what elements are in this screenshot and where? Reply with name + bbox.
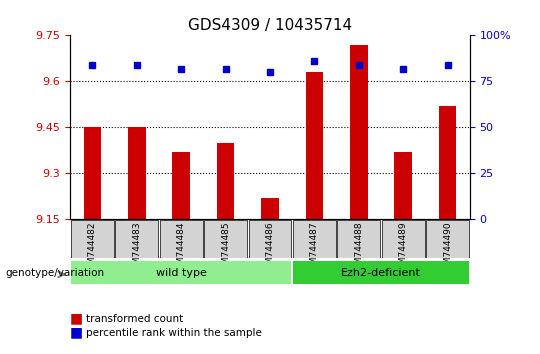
Text: GSM744490: GSM744490	[443, 222, 452, 276]
FancyBboxPatch shape	[293, 261, 469, 284]
FancyBboxPatch shape	[293, 220, 336, 258]
Text: GSM744488: GSM744488	[354, 222, 363, 276]
FancyBboxPatch shape	[204, 220, 247, 258]
Text: percentile rank within the sample: percentile rank within the sample	[86, 328, 262, 338]
Text: GSM744489: GSM744489	[399, 222, 408, 276]
FancyBboxPatch shape	[71, 261, 292, 284]
Title: GDS4309 / 10435714: GDS4309 / 10435714	[188, 18, 352, 33]
Text: ■: ■	[70, 312, 83, 326]
FancyBboxPatch shape	[382, 220, 424, 258]
Text: GSM744484: GSM744484	[177, 222, 186, 276]
Text: GSM744487: GSM744487	[310, 222, 319, 276]
Bar	[84, 127, 102, 219]
Bar	[306, 72, 323, 219]
Bar	[261, 198, 279, 219]
Bar	[394, 152, 412, 219]
Text: GSM744482: GSM744482	[88, 222, 97, 276]
Text: ■: ■	[70, 326, 83, 340]
Text: GSM744483: GSM744483	[132, 222, 141, 276]
Text: GSM744486: GSM744486	[266, 222, 274, 276]
Text: GSM744485: GSM744485	[221, 222, 230, 276]
FancyBboxPatch shape	[338, 220, 380, 258]
Text: transformed count: transformed count	[86, 314, 184, 324]
FancyBboxPatch shape	[71, 220, 114, 258]
FancyBboxPatch shape	[426, 220, 469, 258]
Bar	[128, 127, 146, 219]
Text: Ezh2-deficient: Ezh2-deficient	[341, 268, 421, 278]
Bar	[350, 45, 368, 219]
Text: wild type: wild type	[156, 268, 207, 278]
Bar	[438, 106, 456, 219]
FancyBboxPatch shape	[116, 220, 158, 258]
FancyBboxPatch shape	[248, 220, 292, 258]
Bar	[172, 152, 190, 219]
Text: genotype/variation: genotype/variation	[5, 268, 105, 278]
FancyBboxPatch shape	[160, 220, 202, 258]
Bar	[217, 143, 234, 219]
